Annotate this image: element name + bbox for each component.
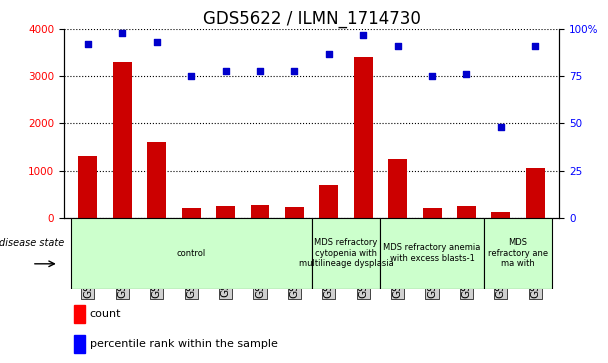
Point [324,51,334,57]
FancyBboxPatch shape [381,218,483,289]
Bar [457,205,476,218]
Point [530,43,540,49]
Bar [285,207,304,218]
Text: disease state: disease state [0,237,64,248]
Point [221,68,230,73]
Point [427,73,437,79]
Bar [388,159,407,218]
FancyBboxPatch shape [71,218,311,289]
Bar [354,57,373,218]
Title: GDS5622 / ILMN_1714730: GDS5622 / ILMN_1714730 [202,10,421,28]
Point [255,68,265,73]
Point [393,43,402,49]
Bar [113,62,132,218]
Text: MDS
refractory ane
ma with: MDS refractory ane ma with [488,238,548,268]
Point [496,124,506,130]
Text: MDS refractory
cytopenia with
multilineage dysplasia: MDS refractory cytopenia with multilinea… [299,238,393,268]
Point [461,72,471,77]
Point [289,68,299,73]
Bar [147,142,166,218]
Text: MDS refractory anemia
with excess blasts-1: MDS refractory anemia with excess blasts… [384,244,481,263]
Point [152,39,162,45]
Bar [74,305,85,323]
Point [117,30,127,36]
Bar [319,185,338,218]
FancyBboxPatch shape [311,218,381,289]
Bar [423,208,441,218]
Bar [74,335,85,353]
FancyBboxPatch shape [483,218,553,289]
Point [83,41,93,47]
Bar [216,206,235,218]
Point [358,32,368,38]
Bar [491,212,510,218]
Bar [526,168,545,218]
Point [186,73,196,79]
Bar [250,205,269,218]
Text: count: count [89,309,121,319]
Bar [182,208,201,218]
Bar [78,156,97,218]
Text: percentile rank within the sample: percentile rank within the sample [89,339,277,349]
Text: control: control [176,249,206,258]
